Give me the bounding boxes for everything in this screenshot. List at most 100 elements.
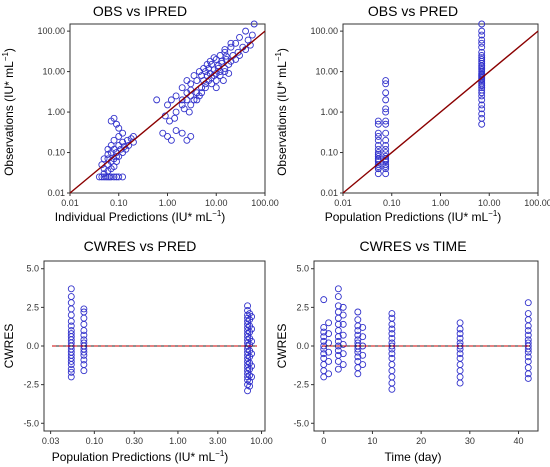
data-point [382, 77, 390, 85]
data-point [374, 120, 382, 128]
panel-title: OBS vs IPRED [93, 3, 187, 19]
data-point [232, 39, 240, 47]
panel-title: OBS vs PRED [368, 3, 458, 19]
data-point [159, 129, 167, 137]
data-point [388, 325, 396, 333]
data-point [478, 89, 486, 97]
data-point [248, 313, 256, 321]
y-tick-label: 2.5 [26, 302, 39, 312]
data-point [456, 319, 464, 327]
data-point [115, 153, 123, 160]
y-tick-label: 1.00 [320, 107, 338, 117]
data-point [388, 314, 396, 322]
data-point [339, 341, 347, 348]
x-tick-label: 1.00 [169, 436, 187, 446]
data-point [478, 101, 486, 109]
y-tick-label: 2.5 [296, 302, 309, 312]
data-point [234, 48, 242, 56]
x-axis-label: Population Predictions (IU* mL−1) [52, 449, 229, 464]
data-point [374, 145, 382, 153]
data-point [67, 365, 75, 373]
data-point [339, 350, 347, 358]
data-point [334, 285, 342, 293]
x-tick-label: 3.00 [209, 436, 227, 446]
chart-marks: 0.01 0.10 1.00 10.00 100.000.010.101.0010.00… [23, 20, 550, 446]
data-point [248, 373, 256, 381]
x-tick-label: 0 [321, 436, 326, 446]
data-point [107, 173, 115, 181]
data-point [167, 136, 175, 144]
data-point [100, 165, 108, 173]
y-tick-label: -2.5 [23, 380, 39, 390]
x-tick-label: 0.01 [334, 198, 352, 208]
panel-obs-vs-ipred: OBS vs IPRED Individual Predictions (IU*… [1, 3, 225, 224]
y-tick-label: -5.0 [23, 418, 39, 428]
data-point [374, 132, 382, 140]
data-point [325, 370, 333, 378]
data-point [216, 72, 224, 79]
data-point [225, 69, 233, 77]
data-point [193, 77, 201, 85]
y-axis-label: Observations (IU* mL−1) [274, 48, 289, 176]
data-point [374, 150, 382, 158]
data-point [227, 43, 235, 51]
data-point [456, 354, 464, 362]
x-tick-label: 10.00 [205, 198, 228, 208]
data-point [382, 80, 390, 88]
data-point [113, 120, 120, 128]
data-point [478, 110, 486, 118]
y-axis-label: Observations (IU* mL−1) [1, 48, 16, 176]
x-tick-label: 0.10 [383, 198, 401, 208]
data-point [478, 52, 486, 59]
data-point [478, 96, 486, 104]
data-point [119, 138, 127, 146]
data-point [80, 305, 88, 313]
data-point [178, 129, 186, 137]
data-point [178, 96, 186, 104]
data-point [227, 39, 235, 47]
data-point [478, 114, 486, 122]
data-point [478, 73, 486, 81]
data-point [67, 327, 75, 334]
data-point [374, 141, 382, 149]
y-axis-label: CWRES [275, 324, 289, 369]
data-point [359, 361, 367, 368]
data-points [67, 285, 256, 395]
data-point [236, 33, 243, 41]
data-point [206, 57, 214, 65]
x-axis-label: Time (day) [385, 450, 442, 464]
data-point [354, 358, 362, 365]
data-point [187, 132, 195, 140]
data-point [248, 362, 256, 370]
data-point [80, 331, 88, 339]
data-point [248, 325, 256, 333]
data-point [339, 320, 347, 328]
data-point [478, 63, 486, 71]
data-point [382, 108, 390, 116]
data-point [339, 303, 347, 311]
y-tick-label: 1.00 [47, 107, 65, 117]
data-point [248, 350, 256, 358]
data-point [320, 324, 328, 331]
data-point [382, 163, 390, 171]
data-point [172, 92, 180, 100]
data-point [524, 327, 532, 334]
data-point [183, 96, 191, 104]
data-point [214, 64, 222, 72]
data-point [334, 293, 342, 300]
data-point [67, 373, 75, 381]
data-point [320, 296, 328, 304]
data-point [354, 308, 362, 316]
data-point [248, 31, 256, 39]
data-point [221, 64, 229, 72]
x-tick-label: 100.00 [251, 198, 279, 208]
y-tick-label: 10.00 [315, 67, 338, 77]
data-point [172, 108, 180, 116]
y-tick-label: 0.10 [320, 148, 338, 158]
data-point [110, 173, 118, 181]
y-axis-label: CWRES [2, 324, 16, 369]
data-point [320, 337, 328, 345]
data-point [524, 331, 532, 339]
data-point [104, 145, 112, 153]
